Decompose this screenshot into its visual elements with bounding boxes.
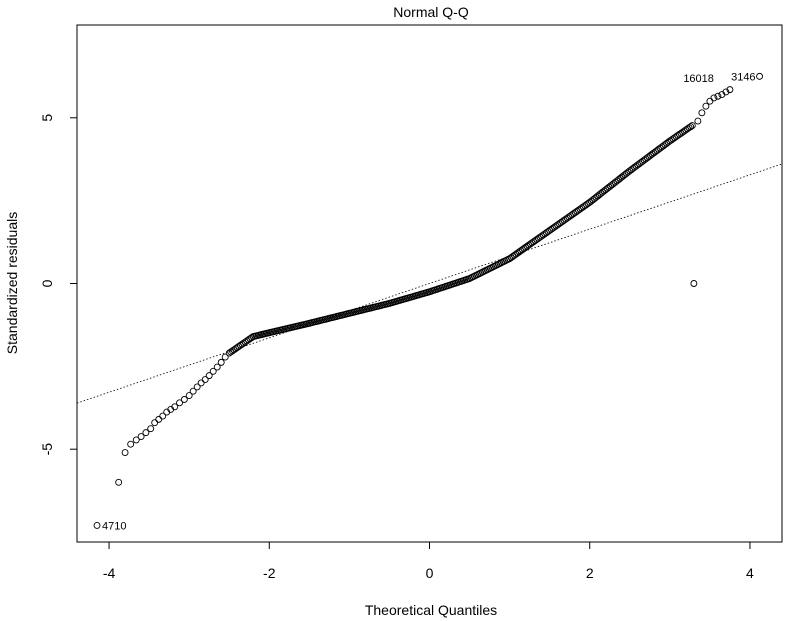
data-point — [147, 425, 155, 433]
data-point — [193, 383, 201, 391]
data-point — [189, 387, 197, 395]
data-point — [698, 109, 706, 117]
reference-line-group — [76, 163, 783, 404]
data-point — [688, 122, 696, 129]
x-tick-label: 0 — [426, 565, 434, 581]
data-point — [706, 97, 714, 105]
data-point — [132, 436, 140, 444]
data-point — [221, 353, 229, 361]
data-point — [756, 72, 764, 80]
data-point — [155, 415, 163, 423]
outlier-label: 4710 — [102, 520, 126, 532]
data-point — [115, 478, 123, 486]
data-point — [137, 433, 145, 441]
data-point — [694, 117, 702, 125]
y-tick-label: 5 — [39, 114, 55, 122]
data-points-group — [93, 72, 764, 529]
y-tick-label: -5 — [39, 443, 55, 456]
outlier-label: 3146 — [731, 71, 755, 83]
y-axis-label: Standardized residuals — [4, 212, 20, 354]
data-point — [687, 123, 695, 131]
data-point — [151, 419, 159, 427]
data-point — [127, 440, 135, 448]
data-point — [217, 358, 225, 366]
data-point — [702, 102, 710, 110]
data-point — [159, 412, 167, 420]
y-tick-label: 0 — [39, 279, 55, 287]
data-point — [710, 94, 718, 102]
x-tick-label: 2 — [586, 565, 594, 581]
data-point — [209, 367, 217, 375]
data-point — [213, 363, 221, 371]
x-tick-label: -4 — [103, 565, 116, 581]
data-point — [722, 88, 730, 96]
x-tick-label: -2 — [263, 565, 276, 581]
data-point — [93, 521, 101, 529]
data-point — [726, 86, 734, 94]
data-point — [201, 376, 209, 384]
outlier-label: 16018 — [683, 73, 714, 85]
data-point — [142, 429, 150, 437]
data-point — [714, 92, 722, 100]
data-point — [176, 399, 183, 407]
data-point — [248, 334, 256, 342]
data-point — [205, 372, 213, 380]
x-tick-label: 4 — [746, 565, 754, 581]
chart-title: Normal Q-Q — [393, 4, 469, 20]
qq-reference-line — [76, 163, 783, 404]
data-point — [185, 392, 193, 399]
x-axis-label: Theoretical Quantiles — [365, 602, 497, 618]
data-point — [171, 403, 179, 411]
x-axis: -4 -2 0 2 4 — [103, 542, 754, 581]
data-point — [690, 280, 698, 287]
data-point — [121, 449, 129, 456]
data-point — [197, 379, 205, 387]
data-point — [180, 396, 188, 403]
y-axis: -5 0 5 — [39, 114, 77, 456]
point-labels-group: 4710 16018 3146 — [102, 71, 756, 532]
